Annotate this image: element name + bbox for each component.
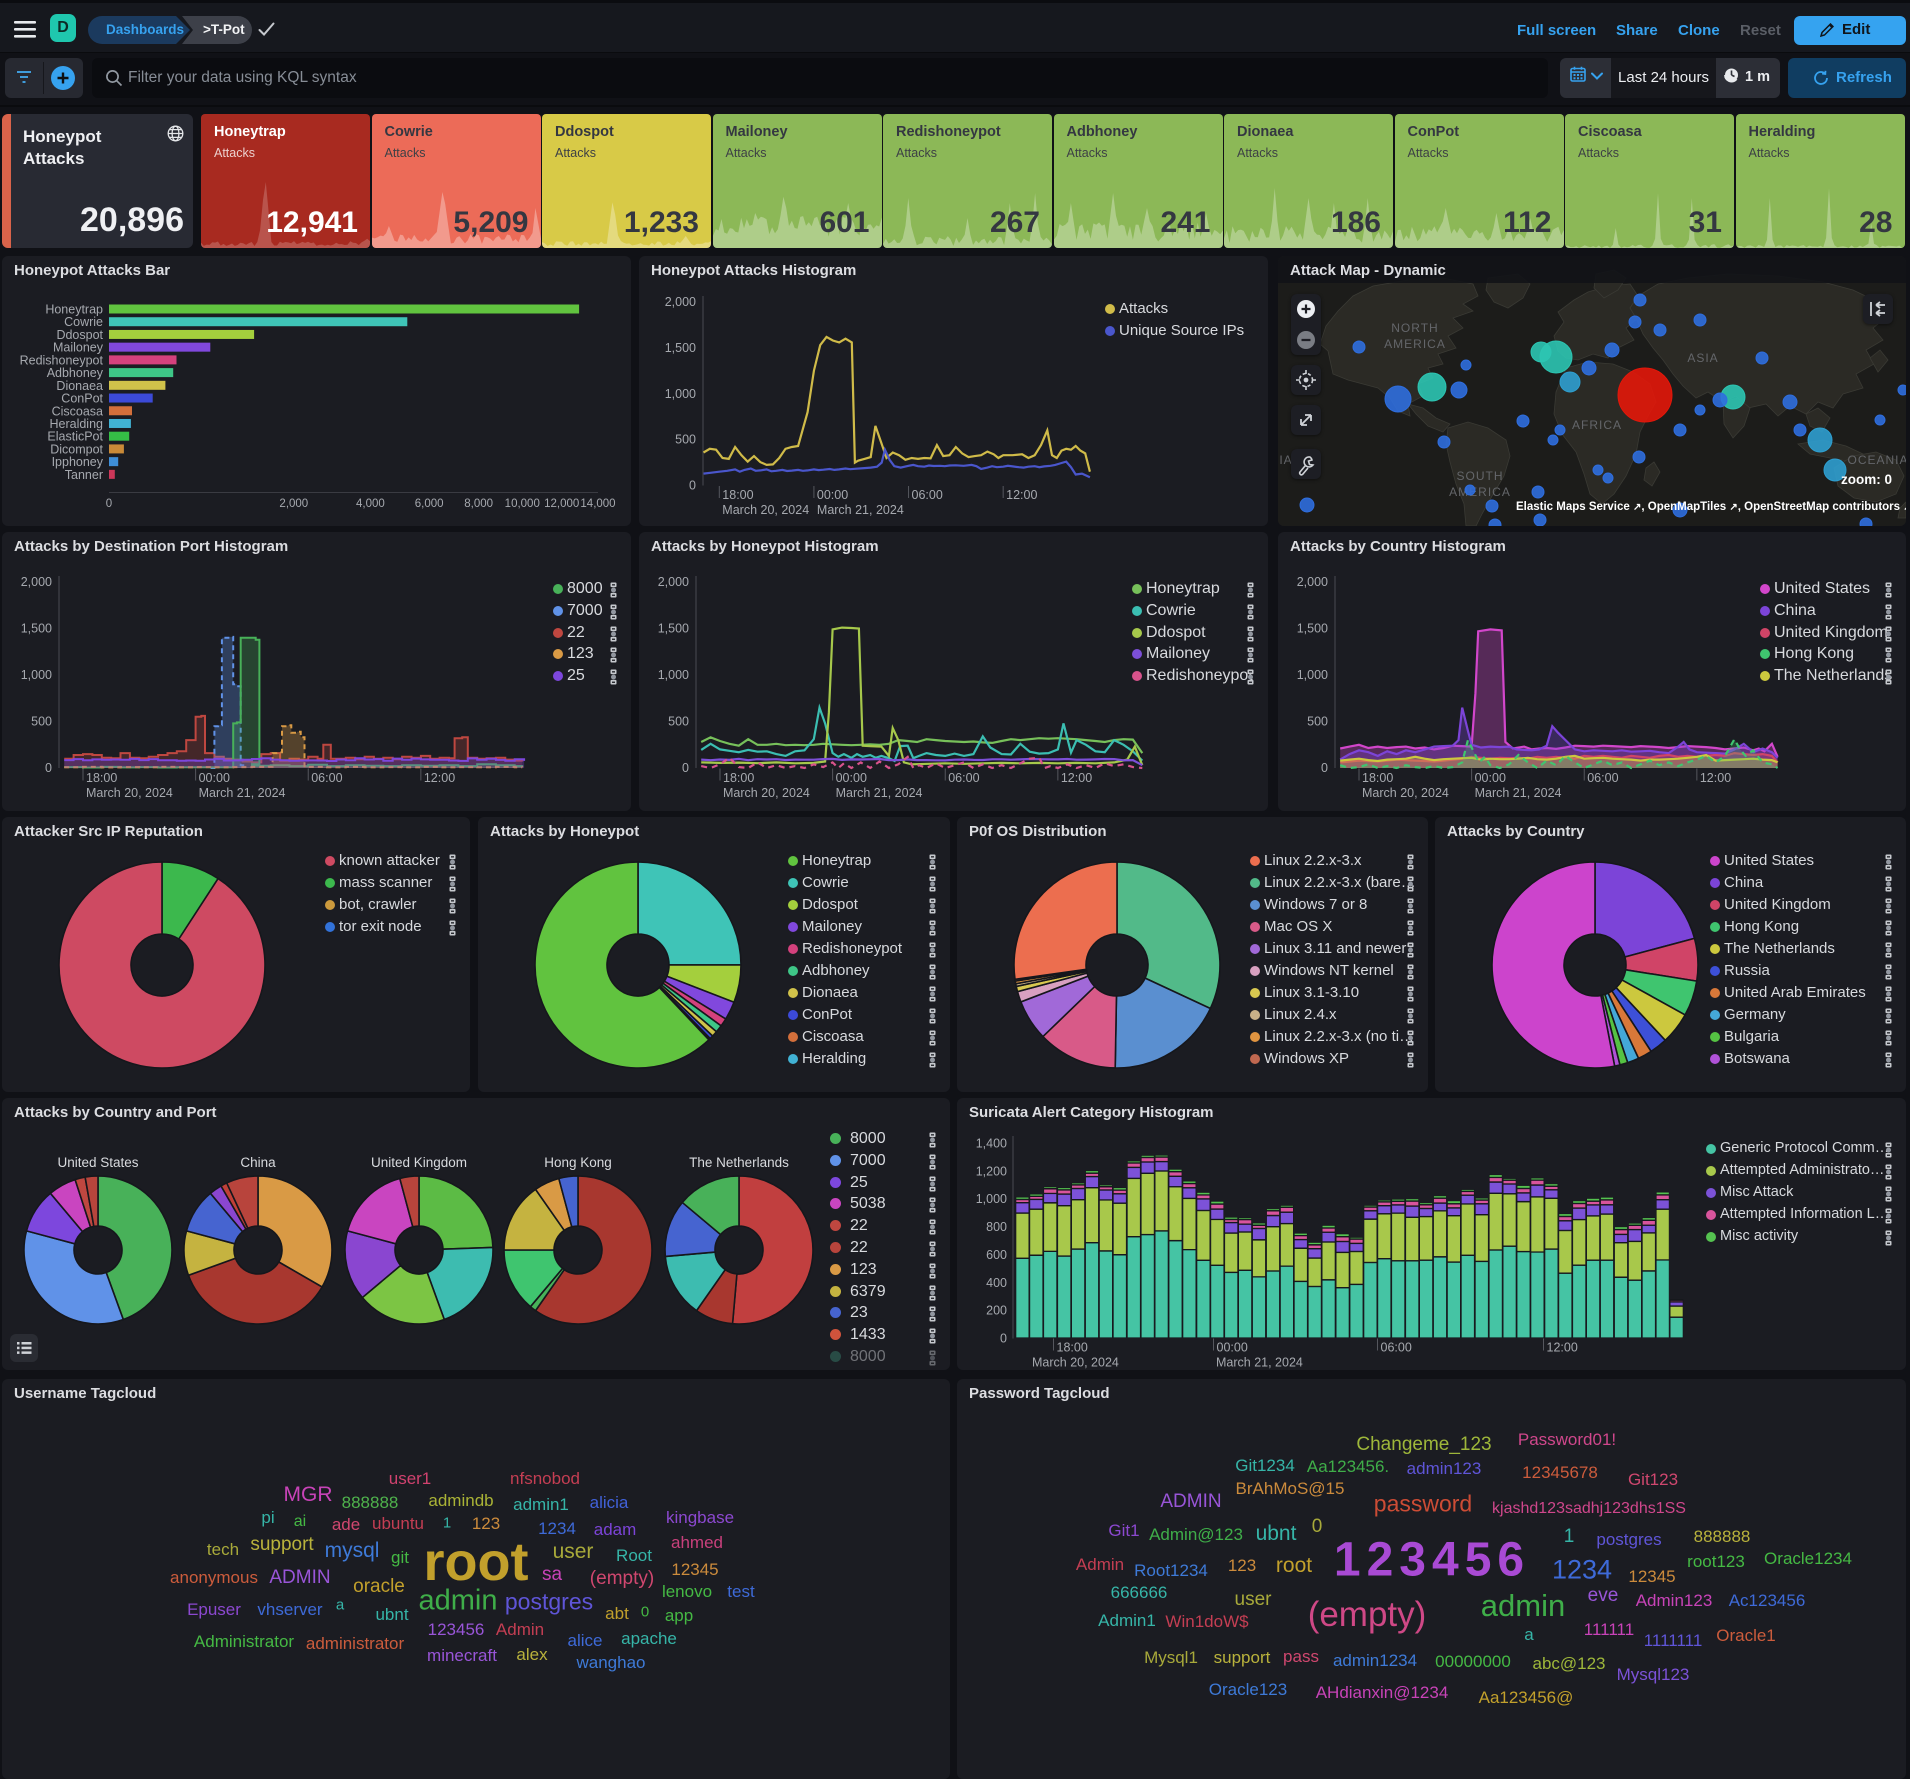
svg-text:March 21, 2024: March 21, 2024 [817,503,904,517]
svg-text:IA: IA [1279,453,1292,467]
svg-text:06:00: 06:00 [912,488,943,502]
svg-text:1,500: 1,500 [1297,622,1328,636]
svg-text:Ddospot: Ddospot [56,328,103,342]
svg-text:12:00: 12:00 [1700,771,1731,785]
svg-text:Dicompot: Dicompot [50,442,103,456]
svg-text:ASIA: ASIA [1687,351,1718,365]
svg-text:1,000: 1,000 [976,1192,1007,1206]
svg-text:0: 0 [682,761,689,775]
svg-text:12:00: 12:00 [424,771,455,785]
svg-text:1,500: 1,500 [665,341,696,355]
svg-text:Cowrie: Cowrie [64,315,103,329]
svg-text:March 20, 2024: March 20, 2024 [86,786,173,800]
svg-text:SOUTH: SOUTH [1457,469,1504,483]
svg-text:1,000: 1,000 [658,668,689,682]
svg-text:0: 0 [1000,1332,1007,1346]
svg-text:500: 500 [31,715,52,729]
svg-text:8,000: 8,000 [464,498,493,510]
svg-text:AMERICA: AMERICA [1384,337,1446,351]
svg-text:0: 0 [106,498,112,510]
svg-text:2,000: 2,000 [279,498,308,510]
svg-text:00:00: 00:00 [199,771,230,785]
svg-text:18:00: 18:00 [1057,1341,1088,1355]
svg-text:06:00: 06:00 [1587,771,1618,785]
svg-text:00:00: 00:00 [836,771,867,785]
svg-text:Tanner: Tanner [65,468,103,482]
svg-text:AMERICA: AMERICA [1449,485,1511,499]
svg-text:1,200: 1,200 [976,1164,1007,1178]
svg-text:1,400: 1,400 [976,1136,1007,1150]
svg-text:1,500: 1,500 [21,622,52,636]
svg-text:March 20, 2024: March 20, 2024 [1362,786,1449,800]
svg-text:200: 200 [986,1304,1007,1318]
svg-text:2,000: 2,000 [1297,575,1328,589]
svg-text:0: 0 [45,761,52,775]
svg-text:500: 500 [1307,715,1328,729]
svg-text:14,000: 14,000 [580,498,615,510]
svg-text:Redishoneypot: Redishoneypot [20,353,104,367]
svg-text:12:00: 12:00 [1006,488,1037,502]
svg-text:ElasticPot: ElasticPot [47,430,103,444]
svg-text:0: 0 [689,479,696,493]
svg-text:OCEANIA: OCEANIA [1847,453,1906,467]
svg-text:10,000: 10,000 [505,498,540,510]
svg-text:800: 800 [986,1220,1007,1234]
svg-text:Mailoney: Mailoney [53,341,104,355]
svg-text:March 20, 2024: March 20, 2024 [1032,1356,1119,1370]
svg-text:00:00: 00:00 [817,488,848,502]
svg-text:Heralding: Heralding [49,417,103,431]
svg-text:0: 0 [1321,761,1328,775]
svg-text:18:00: 18:00 [1362,771,1393,785]
svg-text:March 21, 2024: March 21, 2024 [1216,1356,1303,1370]
svg-text:2,000: 2,000 [21,575,52,589]
svg-text:500: 500 [668,715,689,729]
svg-text:12:00: 12:00 [1547,1341,1578,1355]
svg-text:06:00: 06:00 [1381,1341,1412,1355]
svg-text:Dionaea: Dionaea [56,379,103,393]
svg-text:12,000: 12,000 [544,498,579,510]
svg-text:1,000: 1,000 [665,387,696,401]
svg-text:18:00: 18:00 [722,488,753,502]
svg-text:600: 600 [986,1248,1007,1262]
svg-text:18:00: 18:00 [723,771,754,785]
svg-text:Ciscoasa: Ciscoasa [52,404,103,418]
svg-text:1,000: 1,000 [21,668,52,682]
svg-text:AFRICA: AFRICA [1572,418,1622,432]
svg-text:NORTH: NORTH [1391,321,1438,335]
svg-text:4,000: 4,000 [356,498,385,510]
svg-text:March 20, 2024: March 20, 2024 [723,786,810,800]
svg-text:1,500: 1,500 [658,622,689,636]
svg-text:06:00: 06:00 [311,771,342,785]
svg-text:6,000: 6,000 [415,498,444,510]
svg-text:500: 500 [675,433,696,447]
svg-text:March 21, 2024: March 21, 2024 [836,786,923,800]
svg-text:1,000: 1,000 [1297,668,1328,682]
svg-text:12:00: 12:00 [1061,771,1092,785]
svg-text:06:00: 06:00 [948,771,979,785]
svg-text:ConPot: ConPot [61,392,103,406]
svg-text:2,000: 2,000 [665,295,696,309]
svg-text:Honeytrap: Honeytrap [45,303,103,317]
svg-text:00:00: 00:00 [1217,1341,1248,1355]
svg-text:March 21, 2024: March 21, 2024 [199,786,286,800]
svg-text:18:00: 18:00 [86,771,117,785]
svg-text:Ipphoney: Ipphoney [52,455,104,469]
svg-text:March 20, 2024: March 20, 2024 [722,503,809,517]
svg-text:March 21, 2024: March 21, 2024 [1475,786,1562,800]
svg-text:2,000: 2,000 [658,575,689,589]
svg-text:00:00: 00:00 [1475,771,1506,785]
svg-text:400: 400 [986,1276,1007,1290]
svg-text:Adbhoney: Adbhoney [47,366,104,380]
